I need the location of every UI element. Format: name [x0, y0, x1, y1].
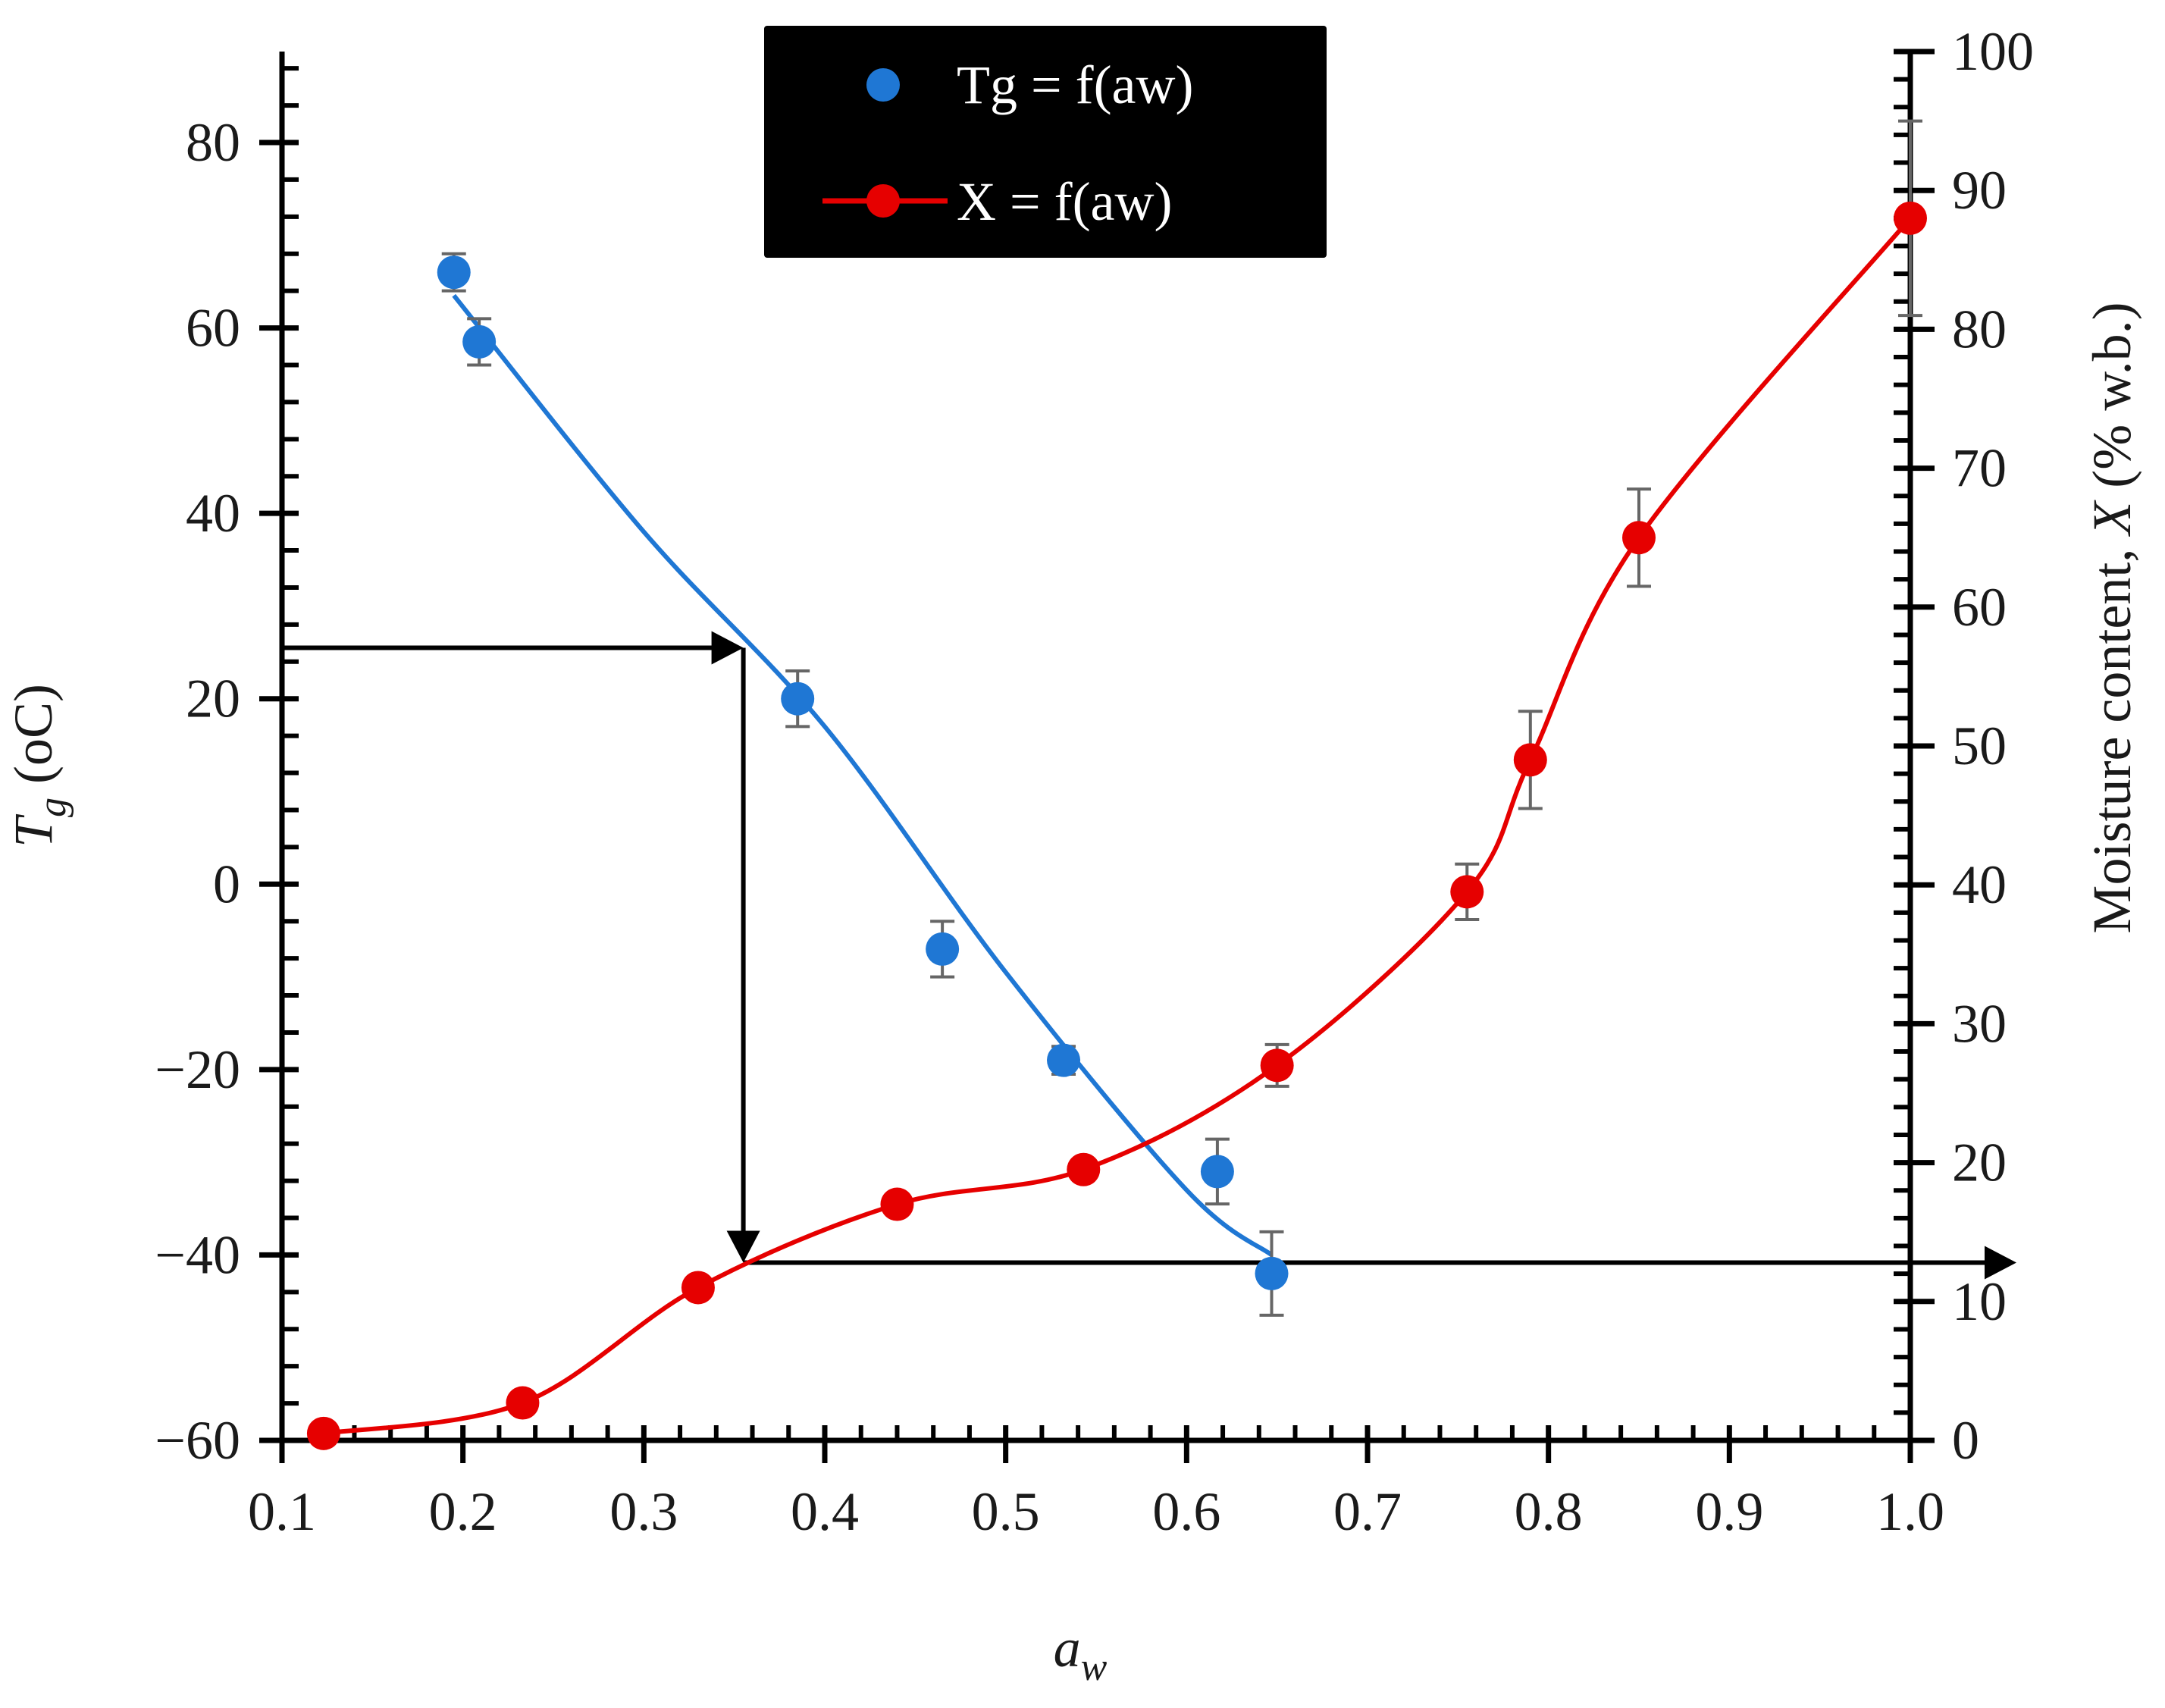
- y-left-tick-label: −60: [155, 1410, 240, 1471]
- x-point: [1513, 743, 1547, 777]
- legend-marker-x: [866, 184, 900, 218]
- tg-point: [462, 324, 497, 359]
- tg-fit-line: [452, 293, 1274, 1257]
- y-left-tick-label: −40: [155, 1224, 240, 1285]
- y-left-tick-label: 0: [213, 854, 240, 914]
- x-point: [1450, 875, 1484, 909]
- annotation-arrows: [282, 631, 2016, 1280]
- y-left-tick-label: 60: [186, 298, 240, 359]
- x-tick-label: 0.9: [1695, 1481, 1763, 1542]
- y-right-tick-label: 90: [1952, 160, 2007, 221]
- y-right-tick-label: 30: [1952, 993, 2007, 1054]
- legend: Tg = f(aw) X = f(aw): [764, 26, 1327, 258]
- y-left-axis-title: Tg (oC): [3, 684, 74, 848]
- tg-point: [781, 682, 815, 716]
- x-tick-label: 0.1: [248, 1481, 316, 1542]
- x-tick-label: 0.2: [429, 1481, 497, 1542]
- legend-label-x: X = f(aw): [957, 171, 1172, 232]
- x-tick-label: 1.0: [1876, 1481, 1944, 1542]
- x-point: [681, 1271, 715, 1305]
- y-left-tick-label: 20: [186, 669, 240, 729]
- y-right-tick-label: 80: [1952, 299, 2007, 359]
- y-right-tick-label: 20: [1952, 1133, 2007, 1193]
- x-point: [1067, 1152, 1101, 1186]
- y-left-tick-label: 80: [186, 112, 240, 173]
- x-point: [1622, 521, 1656, 555]
- y-right-tick-label: 100: [1952, 21, 2034, 82]
- y-right-tick-label: 50: [1952, 716, 2007, 776]
- series-x: [306, 119, 1927, 1450]
- legend-marker-tg: [866, 68, 900, 102]
- x-point: [880, 1187, 914, 1221]
- y-left-tick-label: −20: [155, 1039, 240, 1100]
- tg-point: [1047, 1043, 1081, 1077]
- x-tick-label: 0.5: [972, 1481, 1040, 1542]
- y-right-axis-title: Moisture content, X (% w.b.): [2082, 302, 2142, 933]
- x-point: [506, 1386, 540, 1420]
- y-right-tick-label: 10: [1952, 1271, 2007, 1332]
- legend-label-tg: Tg = f(aw): [957, 55, 1193, 115]
- tg-point: [926, 932, 960, 966]
- tg-point: [437, 255, 471, 290]
- x-tick-label: 0.7: [1333, 1481, 1402, 1542]
- tg-point: [1255, 1256, 1289, 1290]
- y-right-tick-label: 60: [1952, 577, 2007, 638]
- y-right-tick-label: 40: [1952, 854, 2007, 915]
- arrowhead-right-bottom: [1985, 1246, 2016, 1280]
- arrowhead-down: [726, 1230, 760, 1263]
- x-point: [1260, 1048, 1294, 1083]
- x-tick-label: 0.3: [609, 1481, 678, 1542]
- x-axis-title: aw: [1054, 1618, 1108, 1689]
- x-tick-label: 0.8: [1515, 1481, 1583, 1542]
- axes-group: 806040200−20−40−601009080706050403020100…: [155, 21, 2034, 1542]
- tg-point: [1200, 1155, 1234, 1189]
- x-point: [306, 1416, 340, 1450]
- series-tg: [437, 252, 1289, 1317]
- x-point: [1894, 201, 1927, 235]
- y-right-tick-label: 70: [1952, 438, 2007, 499]
- x-tick-label: 0.6: [1152, 1481, 1220, 1542]
- x-tick-label: 0.4: [791, 1481, 859, 1542]
- y-left-tick-label: 40: [186, 483, 240, 544]
- y-right-tick-label: 0: [1952, 1410, 1979, 1471]
- arrowhead-right-top: [711, 631, 744, 665]
- x-line: [323, 216, 1913, 1436]
